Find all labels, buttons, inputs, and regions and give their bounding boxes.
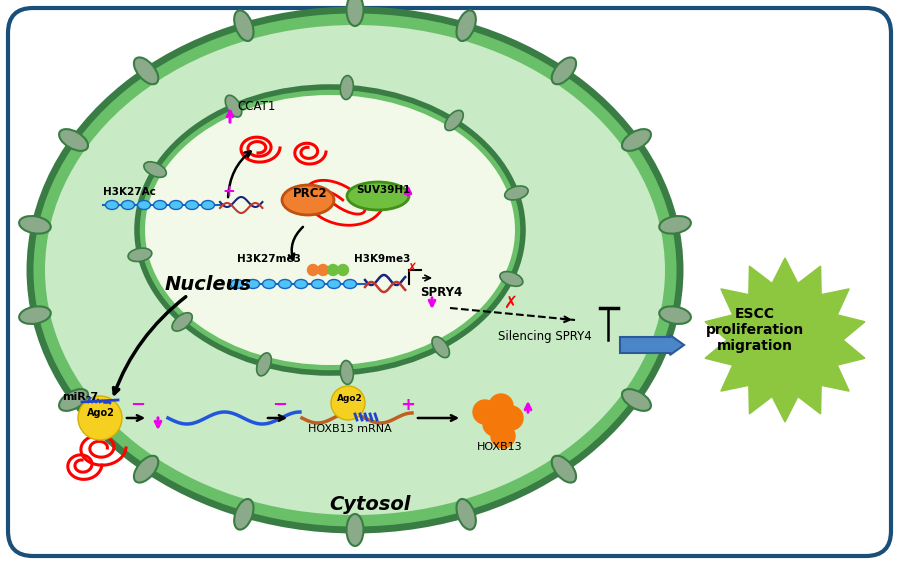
Circle shape [489,394,513,418]
Ellipse shape [340,76,353,99]
Text: SPRY4: SPRY4 [420,286,462,299]
Ellipse shape [500,271,523,287]
Text: Nucleus: Nucleus [165,275,252,294]
Ellipse shape [328,280,340,289]
Ellipse shape [622,389,651,411]
Circle shape [338,265,348,275]
Ellipse shape [172,312,192,331]
Circle shape [78,396,122,440]
Ellipse shape [340,360,353,385]
Ellipse shape [129,248,152,262]
Ellipse shape [59,129,88,151]
Text: Silencing SPRY4: Silencing SPRY4 [498,330,592,343]
Ellipse shape [137,87,523,373]
Ellipse shape [154,200,167,209]
Text: CCAT1: CCAT1 [237,100,275,113]
Ellipse shape [186,200,198,209]
Text: Cytosol: Cytosol [329,495,411,514]
Ellipse shape [262,280,275,289]
Ellipse shape [134,456,158,483]
Ellipse shape [30,10,680,530]
Text: HOXB13: HOXB13 [477,442,522,452]
Ellipse shape [202,200,214,209]
Ellipse shape [225,95,242,117]
Text: HOXB13 mRNA: HOXB13 mRNA [308,424,392,434]
Ellipse shape [505,186,529,200]
Text: PRC2: PRC2 [293,187,328,200]
Ellipse shape [134,58,158,84]
Ellipse shape [19,216,51,233]
Ellipse shape [144,162,167,177]
FancyArrow shape [620,335,684,355]
Text: −: − [272,396,287,414]
Ellipse shape [279,280,291,289]
Ellipse shape [552,456,576,483]
Ellipse shape [231,280,243,289]
Ellipse shape [311,280,325,289]
Ellipse shape [234,10,253,41]
Text: H3K9me3: H3K9me3 [354,254,410,264]
Ellipse shape [234,499,253,530]
Ellipse shape [347,0,364,26]
Text: +: + [400,396,415,414]
Ellipse shape [257,353,272,376]
Ellipse shape [344,280,357,289]
Ellipse shape [59,389,88,411]
Polygon shape [705,258,865,422]
Ellipse shape [169,200,183,209]
Text: ESCC
proliferation
migration: ESCC proliferation migration [706,307,805,353]
Ellipse shape [45,25,665,515]
Ellipse shape [347,182,409,210]
Circle shape [473,400,497,424]
Text: H3K27Ac: H3K27Ac [103,187,156,197]
Circle shape [331,386,365,420]
Ellipse shape [106,200,119,209]
Ellipse shape [246,280,260,289]
Circle shape [491,424,515,448]
Ellipse shape [445,111,463,130]
Ellipse shape [659,216,691,233]
Ellipse shape [552,58,576,84]
FancyBboxPatch shape [8,8,891,556]
Ellipse shape [347,514,364,546]
Ellipse shape [138,200,150,209]
Ellipse shape [456,499,476,530]
Ellipse shape [659,306,691,324]
Text: Ago2: Ago2 [87,408,115,418]
Text: miR-7: miR-7 [62,392,98,402]
Circle shape [328,265,338,275]
Ellipse shape [456,10,476,41]
Text: +: + [222,184,234,199]
Ellipse shape [622,129,651,151]
Ellipse shape [19,306,51,324]
Circle shape [308,265,319,275]
Text: SUV39H1: SUV39H1 [356,185,410,195]
Ellipse shape [282,185,334,215]
Ellipse shape [121,200,135,209]
Circle shape [318,265,329,275]
Ellipse shape [432,337,450,358]
Text: H3K27me3: H3K27me3 [237,254,300,264]
Ellipse shape [145,95,515,365]
Ellipse shape [294,280,308,289]
Circle shape [483,412,507,436]
Text: ✗: ✗ [407,262,417,275]
Circle shape [499,406,523,430]
Text: ✗: ✗ [503,294,517,312]
Text: −: − [130,396,145,414]
Text: Ago2: Ago2 [337,394,363,403]
